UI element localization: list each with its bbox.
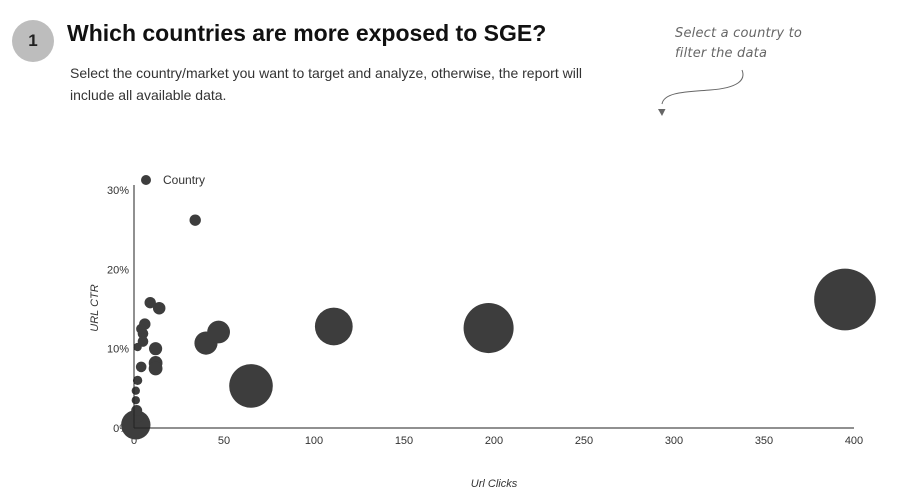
legend-label: Country xyxy=(163,173,205,187)
x-tick-label: 200 xyxy=(485,435,503,447)
step-number: 1 xyxy=(28,31,38,50)
legend[interactable]: Country xyxy=(141,173,205,187)
bubble-series[interactable] xyxy=(121,214,876,440)
y-tick-label: 10% xyxy=(107,344,129,356)
x-tick-label: 400 xyxy=(845,435,863,447)
data-bubble[interactable] xyxy=(136,323,147,334)
data-bubble[interactable] xyxy=(131,386,140,395)
page-subtitle: Select the country/market you want to ta… xyxy=(70,65,583,103)
x-tick-label: 300 xyxy=(665,435,683,447)
x-axis-ticks: 0 50 100 150 200 250 300 350 400 xyxy=(131,435,863,447)
data-bubble[interactable] xyxy=(189,214,201,226)
legend-marker xyxy=(141,175,151,185)
x-tick-label: 100 xyxy=(305,435,323,447)
x-tick-label: 150 xyxy=(395,435,413,447)
data-bubble[interactable] xyxy=(144,296,156,309)
x-axis-title: Url Clicks xyxy=(471,478,518,490)
data-bubble[interactable] xyxy=(463,303,514,354)
x-tick-label: 250 xyxy=(575,435,593,447)
step-badge: 1 xyxy=(12,20,54,62)
y-axis-title: URL CTR xyxy=(89,284,101,332)
y-tick-label: 30% xyxy=(107,185,129,197)
y-tick-label: 20% xyxy=(107,264,129,276)
data-bubble[interactable] xyxy=(131,405,143,417)
filter-hint: Select a country to filter the data xyxy=(675,26,803,61)
data-bubble[interactable] xyxy=(814,268,876,331)
bubble-chart[interactable]: 0%10%20%30% 0 50 100 150 200 250 300 350 400 Cou… xyxy=(0,160,903,504)
data-bubble[interactable] xyxy=(133,342,142,352)
data-bubble[interactable] xyxy=(314,307,353,346)
y-axis-ticks: 0%10%20%30% xyxy=(107,185,129,435)
data-bubble[interactable] xyxy=(132,375,143,386)
hint-arrow-icon xyxy=(658,69,744,116)
page-title: Which countries are more exposed to SGE? xyxy=(67,20,547,46)
x-tick-label: 0 xyxy=(131,435,137,447)
data-bubble[interactable] xyxy=(148,361,163,376)
data-bubble[interactable] xyxy=(152,301,166,315)
data-bubble[interactable] xyxy=(207,320,230,344)
x-tick-label: 350 xyxy=(755,435,773,447)
data-bubble[interactable] xyxy=(149,342,163,356)
data-bubble[interactable] xyxy=(229,364,273,408)
data-bubble[interactable] xyxy=(135,361,147,373)
data-bubble[interactable] xyxy=(131,396,140,405)
x-tick-label: 50 xyxy=(218,435,230,447)
